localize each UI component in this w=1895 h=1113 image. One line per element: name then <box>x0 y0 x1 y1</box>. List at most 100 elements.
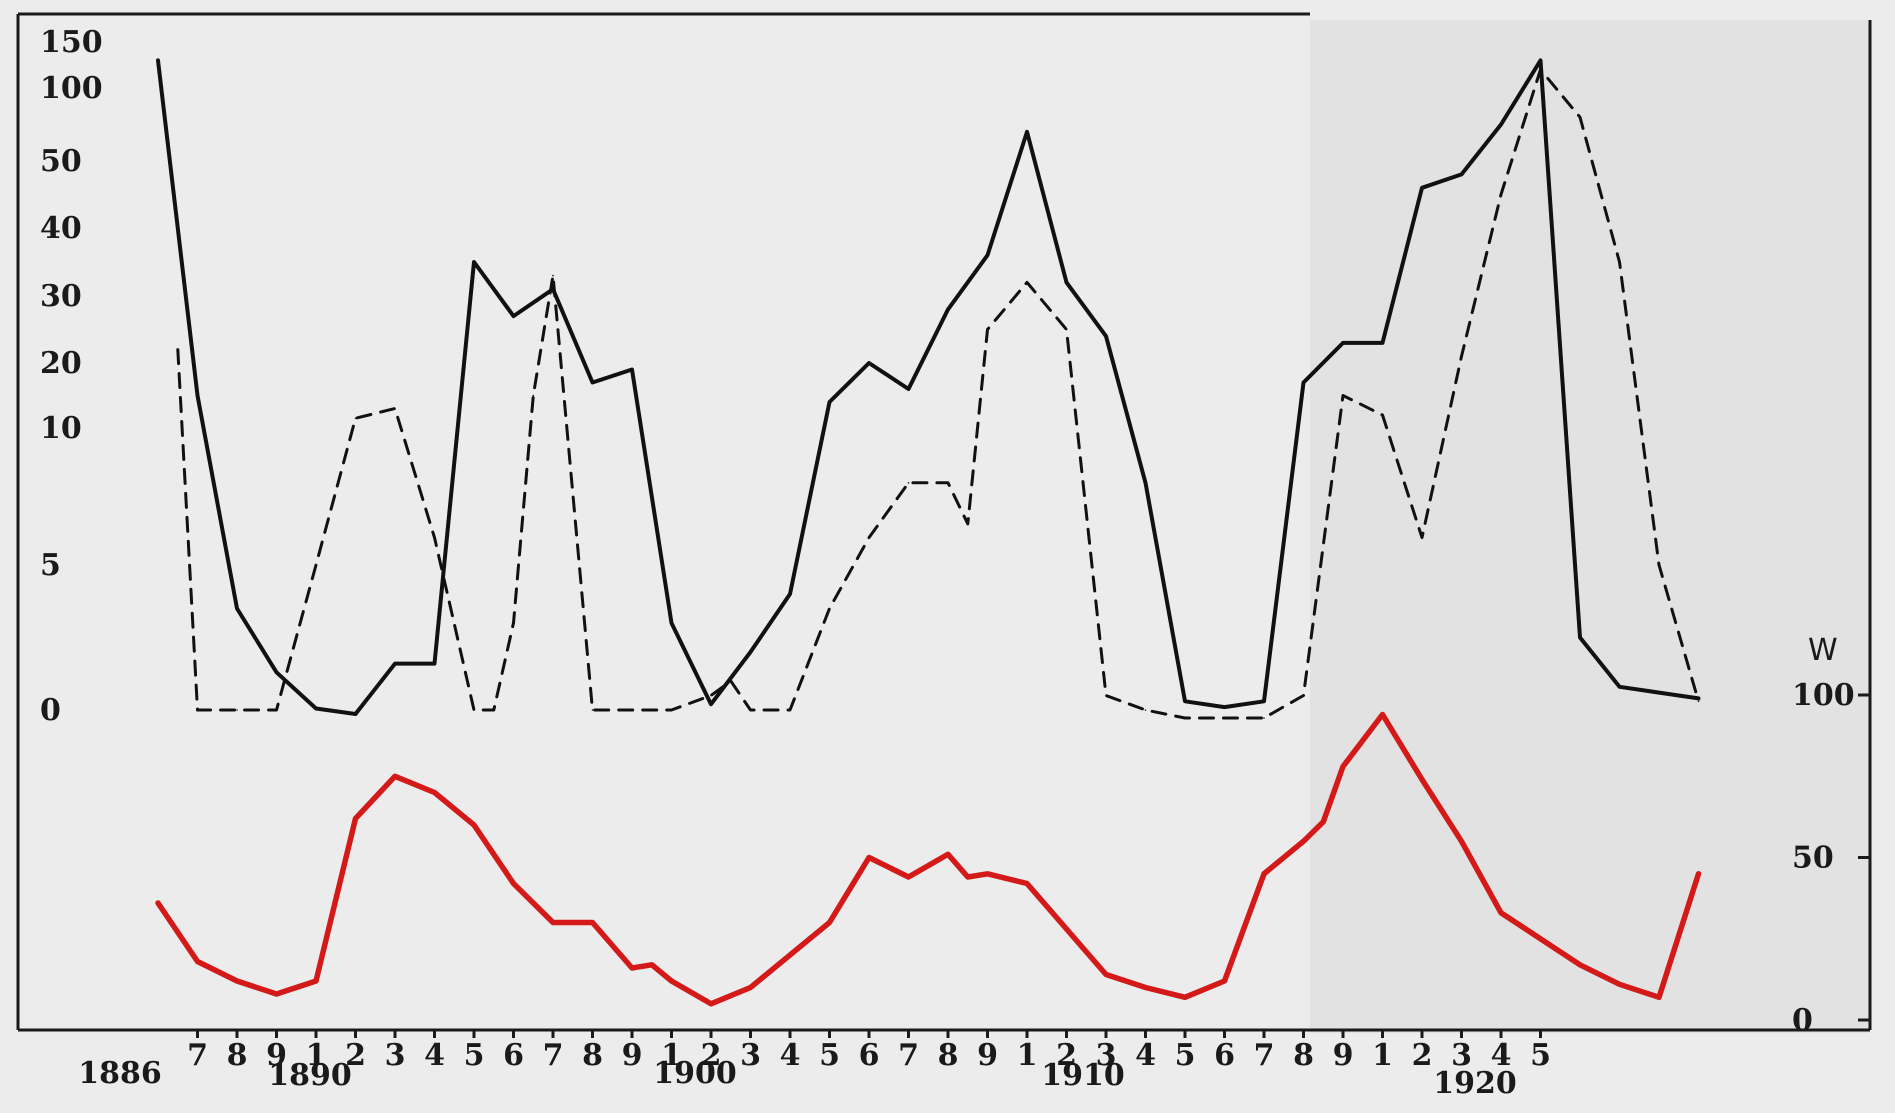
dashed-series-point <box>177 348 179 351</box>
solid-series-point <box>947 308 949 311</box>
red-series-point <box>1618 983 1621 986</box>
x-axis-tick-label: 3 <box>740 1038 761 1073</box>
solid-series-point <box>1065 281 1068 284</box>
x-axis-tick-label: 4 <box>1491 1038 1512 1073</box>
dashed-series-point <box>512 622 515 624</box>
dashed-series-point <box>769 709 772 711</box>
x-axis-tick-label: 8 <box>1293 1038 1314 1073</box>
red-series-point <box>986 873 989 875</box>
dashed-series-point <box>670 709 673 711</box>
dashed-series-point <box>710 694 712 697</box>
dashed-series-point <box>789 709 791 711</box>
left-axis-tick-label: 100 <box>40 71 103 106</box>
solid-series-point <box>1184 700 1186 703</box>
x-axis-tick-label: 5 <box>464 1038 485 1073</box>
solid-series-point <box>986 254 989 256</box>
right-panel-shade <box>1310 20 1870 1033</box>
dashed-series-point <box>631 709 633 711</box>
dashed-series-point <box>1460 355 1463 358</box>
dashed-series-point <box>868 536 870 539</box>
dashed-series-point <box>1658 564 1660 566</box>
red-series-point <box>473 824 475 826</box>
x-axis-tick-label: 4 <box>780 1038 801 1073</box>
solid-series-point <box>275 671 278 674</box>
red-series-point <box>196 960 199 963</box>
solid-series-point <box>157 59 159 62</box>
x-axis-tick-label: 1 <box>1017 1038 1038 1073</box>
red-series-point <box>1539 938 1542 940</box>
red-series-point <box>868 856 870 859</box>
solid-series-point <box>1223 706 1226 708</box>
red-series-point <box>512 882 515 885</box>
solid-series-point <box>789 593 791 595</box>
red-series-point <box>394 775 396 778</box>
dashed-series-point <box>1263 717 1265 719</box>
red-series-point <box>1144 986 1147 989</box>
solid-series-point <box>512 315 515 317</box>
red-series-point <box>1263 873 1265 875</box>
red-series-point <box>947 853 949 856</box>
x-axis-tick-label: 5 <box>1530 1038 1551 1073</box>
left-axis-tick-label: 5 <box>40 548 61 583</box>
right-axis-tick-label: 0 <box>1792 1003 1813 1038</box>
dashed-series-point <box>986 328 989 331</box>
solid-series-point <box>394 662 396 665</box>
red-series-point <box>1342 765 1344 768</box>
x-axis-tick-label: 7 <box>898 1038 919 1073</box>
left-axis-tick-label: 40 <box>40 211 82 246</box>
year-label: 1890 <box>268 1058 352 1093</box>
year-label: 1920 <box>1433 1066 1517 1101</box>
solid-series-point <box>907 388 910 390</box>
dashed-series-point <box>1105 694 1107 697</box>
x-axis-tick-label: 6 <box>859 1038 880 1073</box>
dashed-series-point <box>315 564 317 566</box>
red-series-point <box>1184 996 1186 999</box>
red-series-point <box>651 964 653 966</box>
x-axis-tick-label: 4 <box>1135 1038 1156 1073</box>
solid-series-point <box>1263 700 1265 703</box>
dashed-series-point <box>1144 709 1147 711</box>
red-series-point <box>631 967 633 969</box>
right-axis-label: W <box>1808 633 1838 668</box>
dashed-series-point <box>552 274 554 277</box>
solid-series-point <box>1539 59 1542 62</box>
solid-series-point <box>868 362 870 364</box>
solid-series-point <box>1658 691 1660 694</box>
red-series-point <box>354 817 357 820</box>
red-series-point <box>1460 840 1463 843</box>
x-axis-tick-label: 7 <box>187 1038 208 1073</box>
red-series-point <box>828 921 831 924</box>
dashed-series-point <box>1223 717 1226 719</box>
dashed-series-point <box>433 536 436 539</box>
right-axis-tick-label: 50 <box>1792 841 1834 876</box>
solid-series-point <box>1381 342 1384 344</box>
series-layer <box>155 58 1702 1007</box>
x-axis-tick-label: 1 <box>306 1038 327 1073</box>
dashed-series-point <box>947 482 949 484</box>
dashed-series-point <box>236 709 238 711</box>
red-series-point <box>157 902 159 904</box>
dashed-series-point <box>394 407 396 410</box>
dashed-series-point <box>907 482 910 484</box>
red-series-point <box>1697 873 1700 875</box>
x-axis-tick-label: 5 <box>819 1038 840 1073</box>
red-series-point <box>1579 964 1581 966</box>
dashed-series-point <box>1302 694 1305 697</box>
dashed-series-point <box>196 709 199 711</box>
solid-series-line <box>156 58 1701 716</box>
dashed-series-point <box>1381 414 1384 416</box>
red-series-point <box>1500 912 1502 914</box>
year-label: 1886 <box>78 1056 162 1091</box>
x-axis-tick-label: 1 <box>661 1038 682 1073</box>
red-series-point <box>1302 840 1305 843</box>
solid-series-point <box>354 713 357 715</box>
year-label: 1910 <box>1041 1058 1125 1093</box>
dashed-series-point <box>473 709 475 711</box>
solid-series-point <box>749 651 752 653</box>
x-axis-tick-label: 6 <box>503 1038 524 1073</box>
x-axis-tick-label: 9 <box>977 1038 998 1073</box>
x-axis-tick-label: 9 <box>266 1038 287 1073</box>
left-axis-tick-label: 10 <box>40 411 82 446</box>
